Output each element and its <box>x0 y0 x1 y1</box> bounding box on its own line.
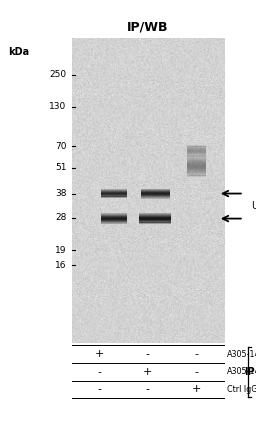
Text: -: - <box>195 349 199 359</box>
Text: 19: 19 <box>55 245 67 255</box>
Text: -: - <box>97 384 101 394</box>
Text: -: - <box>146 349 150 359</box>
Text: 70: 70 <box>55 142 67 151</box>
Text: +: + <box>192 384 201 394</box>
Text: 51: 51 <box>55 163 67 172</box>
Text: IP: IP <box>244 367 255 377</box>
Text: A305-143A: A305-143A <box>227 367 256 376</box>
Text: IP/WB: IP/WB <box>127 21 169 34</box>
Text: -: - <box>195 367 199 377</box>
Text: -: - <box>146 384 150 394</box>
Text: +: + <box>143 367 153 377</box>
Text: 130: 130 <box>49 102 67 111</box>
Text: A305-142A: A305-142A <box>227 349 256 359</box>
Text: UBFD1: UBFD1 <box>251 201 256 211</box>
Text: -: - <box>97 367 101 377</box>
Text: Ctrl IgG: Ctrl IgG <box>227 385 256 394</box>
Text: 28: 28 <box>55 213 67 222</box>
Text: kDa: kDa <box>8 47 29 57</box>
Text: +: + <box>94 349 104 359</box>
Text: 38: 38 <box>55 189 67 198</box>
Text: 16: 16 <box>55 261 67 270</box>
Text: 250: 250 <box>49 70 67 79</box>
